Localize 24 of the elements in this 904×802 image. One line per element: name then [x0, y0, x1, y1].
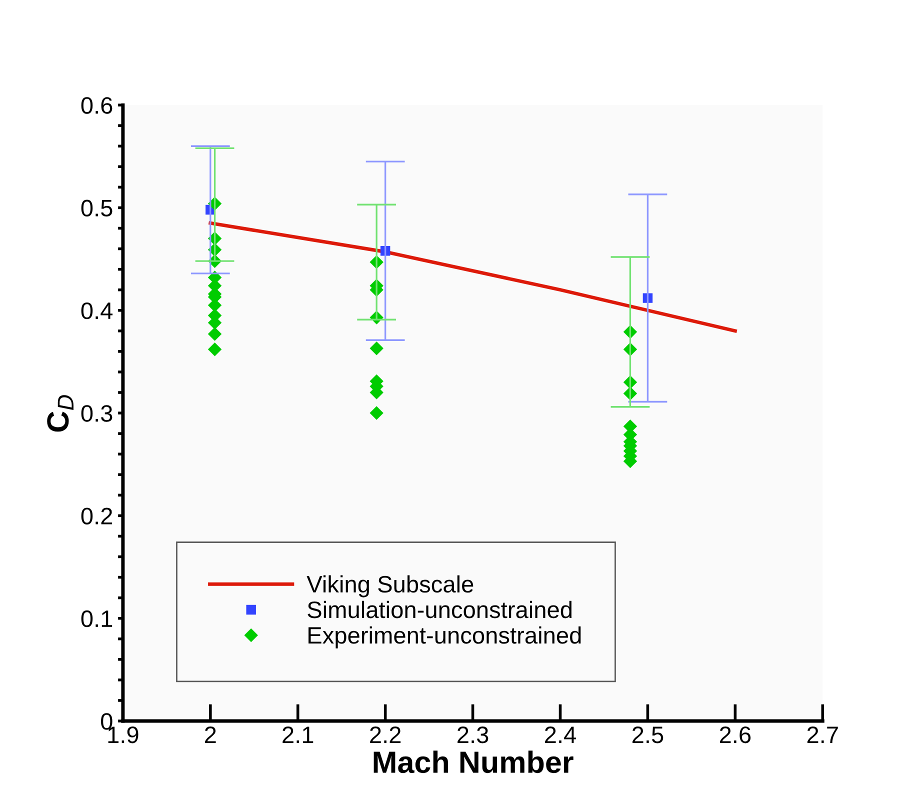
x-tick-label: 2.4 — [545, 726, 576, 743]
y-tick-label: 0.2 — [81, 508, 112, 524]
x-tick-label: 2.6 — [720, 726, 751, 744]
legend-label: Simulation-unconstrained — [308, 600, 572, 618]
x-tick-label: 2.3 — [458, 726, 488, 744]
y-tick-label: 0.6 — [81, 97, 112, 114]
y-tick-label: 0.3 — [81, 405, 112, 422]
legend-label: Experiment-unconstrained — [308, 626, 581, 648]
x-axis-title: Mach Number — [374, 750, 574, 774]
y-tick-label: 0.1 — [81, 610, 112, 628]
y-tick-label: 0.5 — [81, 200, 112, 217]
x-tick-label: 2.1 — [282, 726, 314, 743]
y-tick-label: 0.4 — [81, 302, 113, 320]
point — [370, 406, 384, 420]
line-series — [208, 221, 737, 333]
x-tick-label: 2.7 — [807, 726, 838, 743]
y-axis-title: C$_{D}$ — [47, 395, 74, 432]
legend-label: Viking Subscale — [306, 575, 474, 598]
x-tick-label: 2.5 — [632, 726, 664, 744]
point — [370, 342, 384, 355]
x-tick-label: 2.2 — [370, 726, 401, 743]
x-tick-label: 2 — [205, 726, 216, 743]
point — [208, 327, 222, 341]
point — [208, 342, 222, 356]
